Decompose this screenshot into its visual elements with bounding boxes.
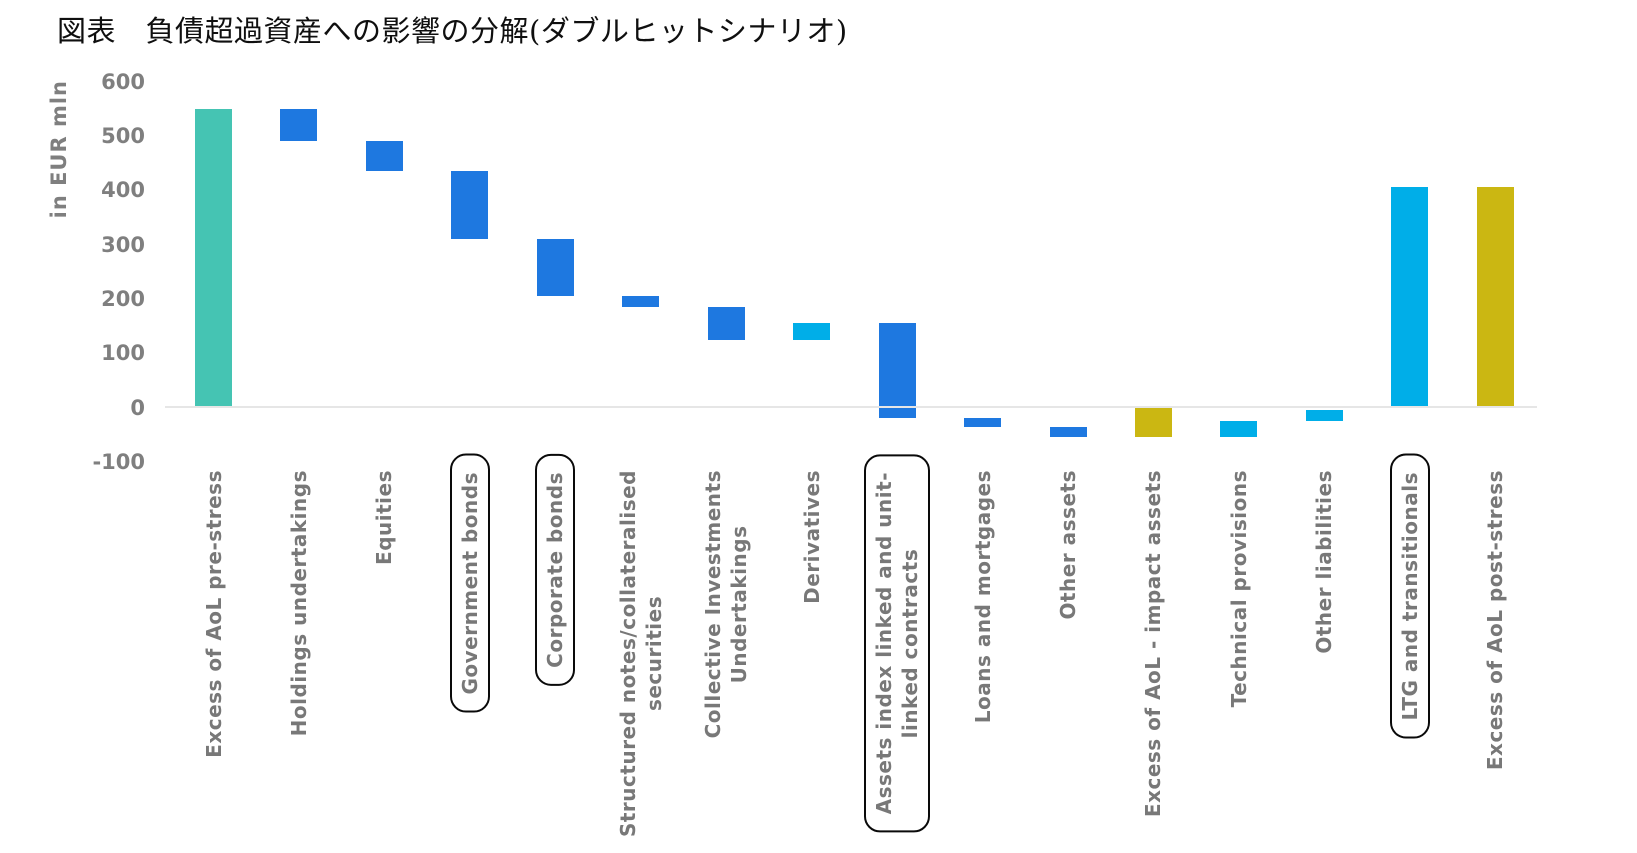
category-label-text-excess-aol-impact-assets: Excess of AoL - impact assets bbox=[1141, 470, 1166, 818]
category-label-text-structured-notes: Structured notes/collateralised securiti… bbox=[615, 470, 666, 838]
category-label-text-corporate-bonds: Corporate bonds bbox=[535, 454, 576, 686]
y-tick-label-400: 400 bbox=[101, 178, 145, 203]
bar-ltg-and-transitionals bbox=[1391, 187, 1429, 408]
y-tick-label-300: 300 bbox=[101, 232, 145, 257]
bar-collective-investments bbox=[707, 306, 745, 340]
category-label-text-ltg-and-transitionals: LTG and transitionals bbox=[1389, 454, 1430, 739]
category-label-text-derivatives: Derivatives bbox=[799, 470, 824, 604]
bar-holdings-undertakings bbox=[280, 108, 318, 142]
bar-corporate-bonds bbox=[536, 239, 574, 297]
category-label-text-holdings-undertakings: Holdings undertakings bbox=[286, 470, 311, 737]
category-label-text-excess-aol-post-stress: Excess of AoL post-stress bbox=[1483, 470, 1508, 771]
y-tick-label-100: 100 bbox=[101, 341, 145, 366]
category-label-text-other-assets: Other assets bbox=[1056, 470, 1080, 620]
bar-excess-aol-post-stress bbox=[1476, 187, 1514, 408]
y-tick-label-500: 500 bbox=[101, 123, 145, 148]
bar-derivatives bbox=[793, 323, 831, 340]
y-tick-label-200: 200 bbox=[101, 286, 145, 311]
category-label-text-assets-index-linked: Assets index linked and unit- linked con… bbox=[864, 454, 931, 833]
category-label-text-government-bonds: Government bonds bbox=[449, 454, 490, 713]
bar-other-liabilities bbox=[1305, 410, 1343, 422]
category-label-text-other-liabilities: Other liabilities bbox=[1312, 470, 1337, 654]
y-tick-label-600: 600 bbox=[101, 69, 145, 94]
zero-baseline bbox=[165, 406, 1537, 408]
bar-structured-notes bbox=[622, 296, 660, 307]
bar-excess-aol-pre-stress bbox=[195, 108, 232, 408]
bar-loans-and-mortgages bbox=[964, 418, 1002, 427]
bar-equities bbox=[365, 141, 403, 172]
category-label-text-collective-investments: Collective Investments Undertakings bbox=[701, 470, 752, 739]
category-label-text-excess-aol-pre-stress: Excess of AoL pre-stress bbox=[201, 470, 226, 758]
chart-title: 図表 負債超過資産への影響の分解(ダブルヒットシナリオ) bbox=[57, 14, 848, 48]
y-tick-label--100: -100 bbox=[92, 449, 145, 474]
category-label-text-technical-provisions: Technical provisions bbox=[1226, 470, 1251, 708]
bar-excess-aol-impact-assets bbox=[1134, 407, 1172, 438]
category-label-text-loans-and-mortgages: Loans and mortgages bbox=[970, 470, 995, 724]
bar-technical-provisions bbox=[1220, 421, 1258, 438]
bar-government-bonds bbox=[451, 171, 489, 240]
y-tick-label-0: 0 bbox=[130, 395, 145, 420]
bar-other-assets bbox=[1049, 426, 1087, 438]
bar-assets-index-linked bbox=[878, 323, 916, 419]
category-label-text-equities: Equities bbox=[372, 470, 397, 565]
